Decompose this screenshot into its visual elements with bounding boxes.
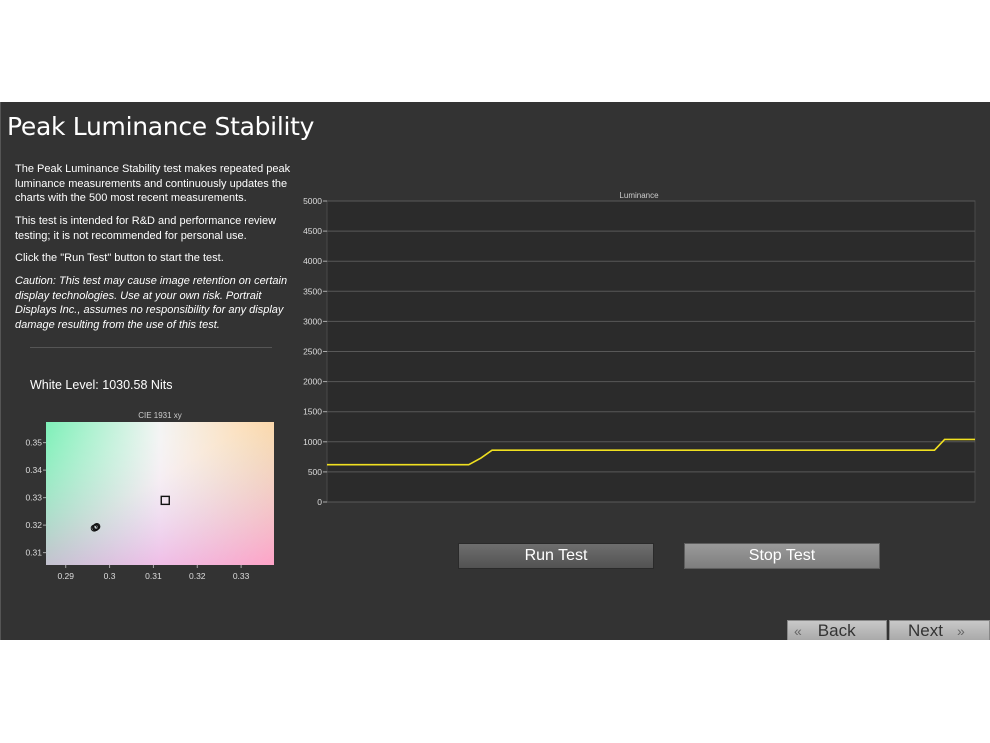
cie-axes: 0.31 0.32 0.33 0.34 0.35 0.29 0.3 0.31 0.32 0.33	[25, 438, 249, 581]
luminance-y-tick-label: 3500	[303, 286, 322, 296]
cie-y-tick-label: 0.32	[25, 520, 42, 530]
cie-x-tick-label: 0.33	[233, 571, 250, 581]
luminance-y-tick-label: 4500	[303, 226, 322, 236]
cie-marks	[90, 495, 170, 532]
run-test-button[interactable]: Run Test	[458, 543, 654, 569]
luminance-axes: 0 500 1000 1500 2000 2500 3000 3500 4000 4500 5000	[303, 196, 327, 507]
cie-chart-title: CIE 1931 xy	[138, 411, 182, 420]
cie-measurement-point	[92, 523, 100, 531]
cie-y-tick-label: 0.33	[25, 493, 42, 503]
cie-x-tick-label: 0.29	[57, 571, 74, 581]
cie-chart: CIE 1931 xy 0.310.320.330.340.350.29 0.3 0…	[25, 411, 274, 581]
cie-y-tick-label: 0.31	[25, 548, 42, 558]
cie-x-tick-label: 0.3	[104, 571, 116, 581]
back-button[interactable]: « Back	[787, 620, 887, 640]
description-paragraph-2: This test is intended for R&D and perfor…	[15, 215, 277, 242]
divider	[30, 347, 272, 348]
white-level-readout: White Level: 1030.58 Nits	[30, 378, 173, 392]
app-window: Peak Luminance Stability The Peak Lumina…	[0, 102, 990, 640]
luminance-y-tick-label: 5000	[303, 196, 322, 206]
luminance-y-tick-label: 500	[308, 467, 322, 477]
cie-y-tick-label: 0.34	[25, 465, 42, 475]
caution-text: Caution: This test may cause image reten…	[15, 275, 288, 331]
cie-measurement-point	[90, 524, 98, 532]
back-label: Back	[817, 621, 856, 640]
luminance-grid	[327, 200, 975, 503]
luminance-y-tick-label: 4000	[303, 256, 322, 266]
luminance-chart: Luminance 0 500 1000 1500 2000 2500 3000 3500 40…	[303, 191, 976, 507]
description-paragraph-1: The Peak Luminance Stability test makes …	[15, 163, 291, 204]
luminance-y-tick-label: 2500	[303, 347, 322, 357]
cie-target-marker	[160, 495, 170, 506]
cie-x-tick-label: 0.31	[145, 571, 162, 581]
luminance-y-tick-label: 1000	[303, 437, 322, 447]
stop-test-button[interactable]: Stop Test	[684, 543, 880, 569]
luminance-y-tick-label: 1500	[303, 407, 322, 417]
description-paragraph-3: Click the "Run Test" button to start the…	[15, 252, 224, 264]
cie-y-tick-label: 0.35	[25, 438, 42, 448]
luminance-chart-title: Luminance	[619, 191, 659, 200]
double-chevron-left-icon: «	[794, 623, 802, 639]
page-title: Peak Luminance Stability	[7, 112, 315, 141]
luminance-series	[327, 438, 975, 466]
next-label: Next	[908, 621, 943, 640]
cie-plot-tint-diagonal	[46, 422, 274, 565]
next-button[interactable]: Next »	[889, 620, 990, 640]
cie-x-tick-label: 0.32	[189, 571, 206, 581]
luminance-line	[327, 438, 975, 466]
luminance-y-tick-label: 2000	[303, 377, 322, 387]
double-chevron-right-icon: »	[956, 623, 965, 639]
luminance-y-tick-label: 3000	[303, 316, 322, 326]
luminance-y-tick-label: 0	[317, 497, 322, 507]
